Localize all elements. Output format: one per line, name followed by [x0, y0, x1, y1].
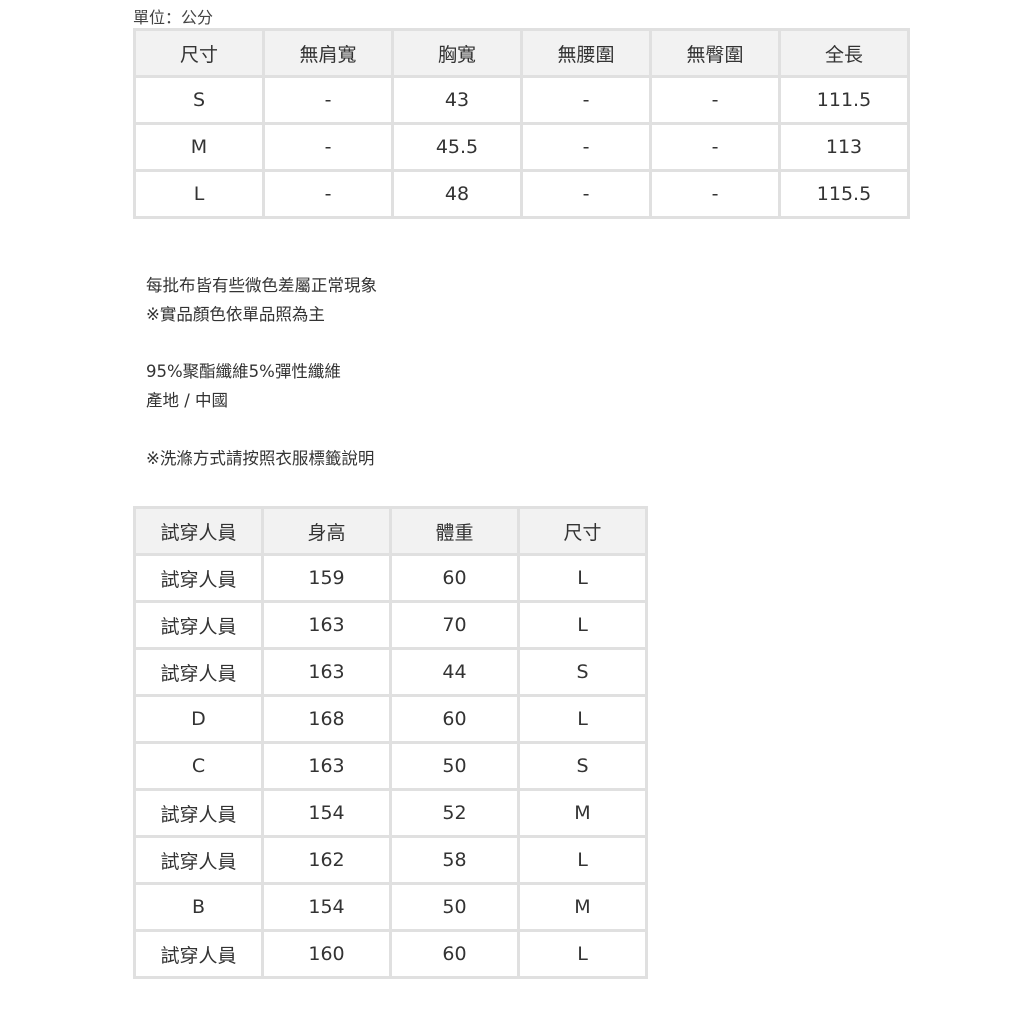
- table-cell: 50: [389, 882, 520, 932]
- table-cell: 115.5: [778, 169, 910, 219]
- table-row: 試穿人員 154 52 M: [133, 788, 648, 838]
- table-header-row: 尺寸 無肩寬 胸寬 無腰圍 無臀圍 全長: [133, 28, 910, 78]
- table-cell: 試穿人員: [133, 835, 264, 885]
- table-cell: B: [133, 882, 264, 932]
- table-cell: L: [517, 600, 648, 650]
- note-color-variation: 每批布皆有些微色差屬正常現象: [146, 276, 377, 295]
- table-cell: 52: [389, 788, 520, 838]
- note-color-reference: ※實品顏色依單品照為主: [146, 305, 325, 324]
- note-origin: 產地 / 中國: [146, 391, 229, 410]
- table-cell: 58: [389, 835, 520, 885]
- table-cell: 163: [261, 647, 392, 697]
- table-cell: L: [517, 553, 648, 603]
- table-cell: 154: [261, 882, 392, 932]
- column-header: 全長: [778, 28, 910, 78]
- table-row: M -45.5- -113: [133, 122, 910, 172]
- table-cell: -: [262, 169, 394, 219]
- column-header: 胸寬: [391, 28, 523, 78]
- column-header: 無臀圍: [649, 28, 781, 78]
- column-header: 尺寸: [133, 28, 265, 78]
- table-cell: 168: [261, 694, 392, 744]
- table-cell: C: [133, 741, 264, 791]
- table-row: D 168 60 L: [133, 694, 648, 744]
- table-cell: M: [517, 882, 648, 932]
- column-header: 體重: [389, 506, 520, 556]
- table-cell: 60: [389, 694, 520, 744]
- table-cell: -: [649, 75, 781, 125]
- table-row: S -43- -111.5: [133, 75, 910, 125]
- table-cell: D: [133, 694, 264, 744]
- table-cell: -: [520, 75, 652, 125]
- note-washing: ※洗滌方式請按照衣服標籤說明: [146, 449, 375, 468]
- column-header: 身高: [261, 506, 392, 556]
- table-cell: 試穿人員: [133, 600, 264, 650]
- table-cell: 160: [261, 929, 392, 979]
- table-cell: 159: [261, 553, 392, 603]
- table-cell: 163: [261, 600, 392, 650]
- table-cell: -: [649, 169, 781, 219]
- table-cell: M: [133, 122, 265, 172]
- table-cell: 60: [389, 929, 520, 979]
- table-row: C 163 50 S: [133, 741, 648, 791]
- table-cell: 試穿人員: [133, 553, 264, 603]
- unit-label: 單位：公分: [133, 8, 214, 27]
- column-header: 無肩寬: [262, 28, 394, 78]
- table-cell: L: [517, 929, 648, 979]
- column-header: 尺寸: [517, 506, 648, 556]
- note-material: 95%聚酯纖維5%彈性纖維: [146, 362, 341, 381]
- table-cell: 163: [261, 741, 392, 791]
- table-cell: 45.5: [391, 122, 523, 172]
- table-cell: 113: [778, 122, 910, 172]
- table-cell: S: [517, 741, 648, 791]
- table-cell: 48: [391, 169, 523, 219]
- table-row: 試穿人員 162 58 L: [133, 835, 648, 885]
- table-cell: 試穿人員: [133, 788, 264, 838]
- table-cell: S: [133, 75, 265, 125]
- table-row: 試穿人員 163 44 S: [133, 647, 648, 697]
- table-row: L -48- -115.5: [133, 169, 910, 219]
- table-row: B 154 50 M: [133, 882, 648, 932]
- table-cell: 44: [389, 647, 520, 697]
- table-cell: 試穿人員: [133, 647, 264, 697]
- table-cell: 60: [389, 553, 520, 603]
- table-cell: 154: [261, 788, 392, 838]
- table-cell: -: [649, 122, 781, 172]
- table-cell: 43: [391, 75, 523, 125]
- column-header: 試穿人員: [133, 506, 264, 556]
- size-table: 尺寸 無肩寬 胸寬 無腰圍 無臀圍 全長 S -43- -111.5 M -45.5- -113 L -…: [133, 28, 910, 219]
- table-cell: L: [517, 694, 648, 744]
- table-row: 試穿人員 159 60 L: [133, 553, 648, 603]
- table-cell: S: [517, 647, 648, 697]
- table-cell: 試穿人員: [133, 929, 264, 979]
- table-cell: -: [520, 122, 652, 172]
- table-cell: -: [262, 75, 394, 125]
- table-cell: 111.5: [778, 75, 910, 125]
- fit-table: 試穿人員 身高 體重 尺寸 試穿人員 159 60 L 試穿人員 163 70 L 試穿人員 163 44…: [133, 506, 648, 979]
- table-cell: -: [262, 122, 394, 172]
- table-cell: -: [520, 169, 652, 219]
- table-cell: 162: [261, 835, 392, 885]
- table-cell: L: [133, 169, 265, 219]
- table-cell: 50: [389, 741, 520, 791]
- column-header: 無腰圍: [520, 28, 652, 78]
- table-header-row: 試穿人員 身高 體重 尺寸: [133, 506, 648, 556]
- table-row: 試穿人員 160 60 L: [133, 929, 648, 979]
- table-cell: L: [517, 835, 648, 885]
- table-cell: 70: [389, 600, 520, 650]
- table-cell: M: [517, 788, 648, 838]
- table-row: 試穿人員 163 70 L: [133, 600, 648, 650]
